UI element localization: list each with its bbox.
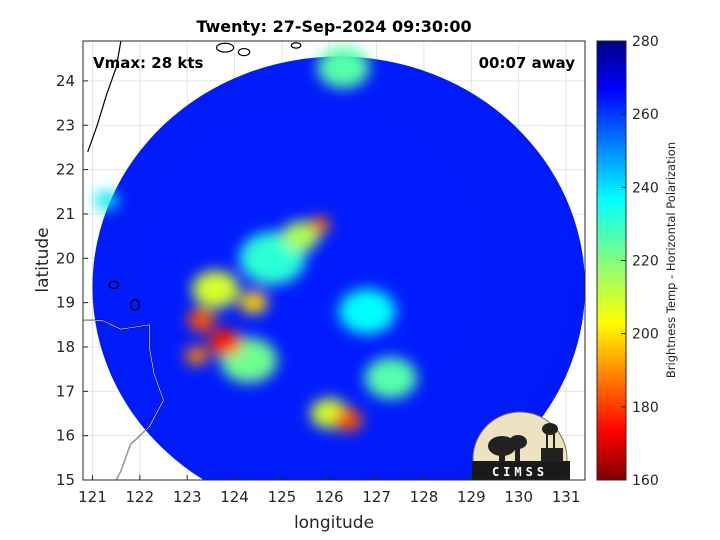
swath [92, 46, 585, 480]
cimss-logo: CIMSS [472, 411, 570, 480]
plot-area: CIMSS Vmax: 28 kts 00:07 away [82, 40, 586, 481]
coastline-luzon-highlight [83, 320, 164, 480]
precip-feature [281, 221, 320, 252]
y-tick-label: 19 [56, 294, 75, 312]
x-tick-label: 125 [268, 488, 297, 506]
x-tick-label: 130 [504, 488, 533, 506]
y-tick-label: 18 [56, 338, 75, 356]
island-outline [130, 298, 140, 311]
colorbar-tick-label: 180 [632, 400, 659, 416]
y-tick-label: 21 [56, 205, 75, 223]
y-tick-label: 20 [56, 249, 75, 267]
colorbar-label: Brightness Temp - Horizontal Polarizatio… [664, 142, 678, 378]
x-tick-label: 123 [173, 488, 202, 506]
x-tick-label: 127 [362, 488, 391, 506]
island-outline [108, 280, 120, 290]
x-axis: 121 122 123 124 125 126 127 128 129 130 131 [78, 475, 580, 506]
colorbar: 160 180 200 220 240 260 280 Brightness Temp - … [596, 34, 678, 489]
precip-feature [191, 270, 240, 309]
x-tick-label: 121 [78, 488, 107, 506]
x-tick-label: 131 [552, 488, 581, 506]
y-tick-label: 23 [56, 116, 75, 134]
precip-feature [239, 291, 268, 314]
colorbar-tick-label: 240 [632, 180, 659, 196]
precip-feature [334, 408, 363, 432]
vmax-label: Vmax: 28 kts [93, 54, 203, 72]
colorbar-tick-label: 200 [632, 327, 659, 343]
coastline-taiwan [87, 41, 122, 153]
colorbar-tick-label: 260 [632, 107, 659, 123]
x-tick-label: 128 [410, 488, 439, 506]
island-outline [215, 42, 235, 53]
x-tick-label: 124 [220, 488, 249, 506]
away-label: 00:07 away [479, 54, 576, 72]
y-axis: 15 16 17 18 19 20 21 22 23 24 [56, 72, 88, 489]
swath-shading [92, 56, 585, 480]
logo-text: CIMSS [492, 465, 548, 479]
precip-feature [309, 216, 331, 234]
x-tick-label: 122 [126, 488, 155, 506]
colorbar-ticks: 160 180 200 220 240 260 280 [621, 34, 659, 489]
y-tick-label: 16 [56, 427, 75, 445]
island-outline [237, 47, 251, 57]
y-tick-label: 17 [56, 382, 75, 400]
y-tick-label: 15 [56, 471, 75, 489]
y-tick-label: 22 [56, 161, 75, 179]
precip-feature [94, 191, 119, 211]
y-tick-label: 24 [56, 72, 75, 90]
x-tick-label: 129 [457, 488, 486, 506]
precip-feature [187, 309, 216, 332]
colorbar-tick-label: 160 [632, 473, 659, 489]
precip-features [94, 46, 417, 432]
chart-title: Twenty: 27-Sep-2024 09:30:00 [196, 17, 471, 36]
precip-feature [364, 357, 417, 399]
coastlines [83, 41, 302, 480]
x-tick-label: 126 [315, 488, 344, 506]
precip-feature [208, 329, 242, 356]
precip-feature [338, 288, 396, 335]
island-outline [290, 42, 302, 49]
precip-feature [184, 346, 209, 366]
plot-frame [82, 40, 586, 481]
colorbar-tick-label: 280 [632, 34, 659, 50]
colorbar-tick-label: 220 [632, 254, 659, 270]
x-axis-label: longitude [294, 513, 374, 533]
y-axis-label: latitude [33, 227, 53, 292]
precip-feature [317, 46, 370, 89]
